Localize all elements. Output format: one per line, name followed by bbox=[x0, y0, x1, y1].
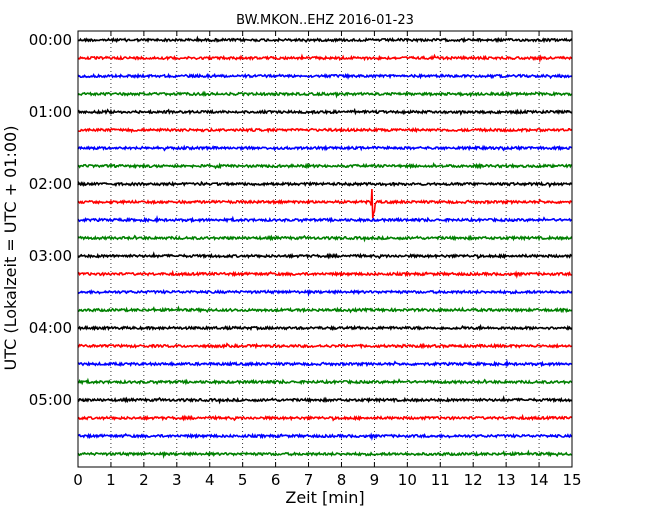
x-tick-label: 2 bbox=[139, 471, 149, 489]
x-tick-label: 14 bbox=[530, 471, 549, 489]
y-axis-ticks: 00:00 01:00 02:00 03:00 04:00 05:00 bbox=[29, 31, 572, 409]
seismic-trace bbox=[77, 395, 573, 405]
x-tick-label: 12 bbox=[464, 471, 483, 489]
seismic-trace bbox=[77, 189, 573, 219]
y-tick-label: 01:00 bbox=[29, 103, 72, 121]
seismic-trace bbox=[77, 342, 573, 350]
seismic-trace bbox=[77, 359, 573, 368]
y-tick-label: 02:00 bbox=[29, 175, 72, 193]
seismic-trace bbox=[77, 251, 573, 260]
y-axis-label: UTC (Lokalzeit = UTC + 01:00) bbox=[1, 126, 20, 371]
x-tick-label: 9 bbox=[370, 471, 380, 489]
traces bbox=[77, 35, 573, 460]
y-tick-label: 05:00 bbox=[29, 391, 72, 409]
x-tick-label: 10 bbox=[398, 471, 417, 489]
x-tick-label: 4 bbox=[205, 471, 215, 489]
seismic-trace bbox=[77, 288, 573, 298]
x-axis-ticks: 0 1 2 3 4 5 6 7 8 9 10 11 12 13 14 15 bbox=[73, 31, 582, 489]
seismic-trace bbox=[77, 305, 573, 314]
y-tick-label: 00:00 bbox=[29, 31, 72, 49]
plot-frame bbox=[77, 30, 573, 468]
seismic-trace bbox=[77, 35, 573, 44]
x-tick-label: 13 bbox=[497, 471, 516, 489]
x-tick-label: 11 bbox=[431, 471, 450, 489]
seismic-trace bbox=[77, 126, 573, 134]
grid-lines bbox=[110, 31, 540, 467]
seismic-trace bbox=[77, 413, 573, 422]
seismic-trace bbox=[77, 234, 573, 243]
y-tick-label: 04:00 bbox=[29, 319, 72, 337]
seismic-trace bbox=[77, 377, 573, 386]
x-tick-label: 3 bbox=[172, 471, 182, 489]
y-tick-label: 03:00 bbox=[29, 247, 72, 265]
seismic-trace bbox=[77, 144, 573, 152]
x-tick-label: 5 bbox=[238, 471, 248, 489]
seismic-trace bbox=[77, 162, 573, 170]
x-axis-label: Zeit [min] bbox=[285, 488, 364, 507]
seismic-trace bbox=[77, 215, 573, 224]
seismic-trace bbox=[77, 449, 573, 460]
x-tick-label: 1 bbox=[106, 471, 116, 489]
x-tick-label: 15 bbox=[562, 471, 581, 489]
chart-title: BW.MKON..EHZ 2016-01-23 bbox=[236, 13, 414, 28]
x-tick-label: 6 bbox=[271, 471, 281, 489]
seismic-trace bbox=[77, 72, 573, 81]
x-tick-label: 7 bbox=[304, 471, 314, 489]
seismic-trace bbox=[77, 180, 573, 189]
seismic-trace bbox=[77, 107, 573, 116]
seismic-trace bbox=[77, 323, 573, 332]
x-tick-label: 8 bbox=[337, 471, 347, 489]
seismic-trace bbox=[77, 53, 573, 64]
x-tick-label: 0 bbox=[73, 471, 83, 489]
seismic-trace bbox=[77, 90, 573, 99]
seismic-trace bbox=[77, 432, 573, 441]
seismic-trace bbox=[77, 269, 573, 279]
